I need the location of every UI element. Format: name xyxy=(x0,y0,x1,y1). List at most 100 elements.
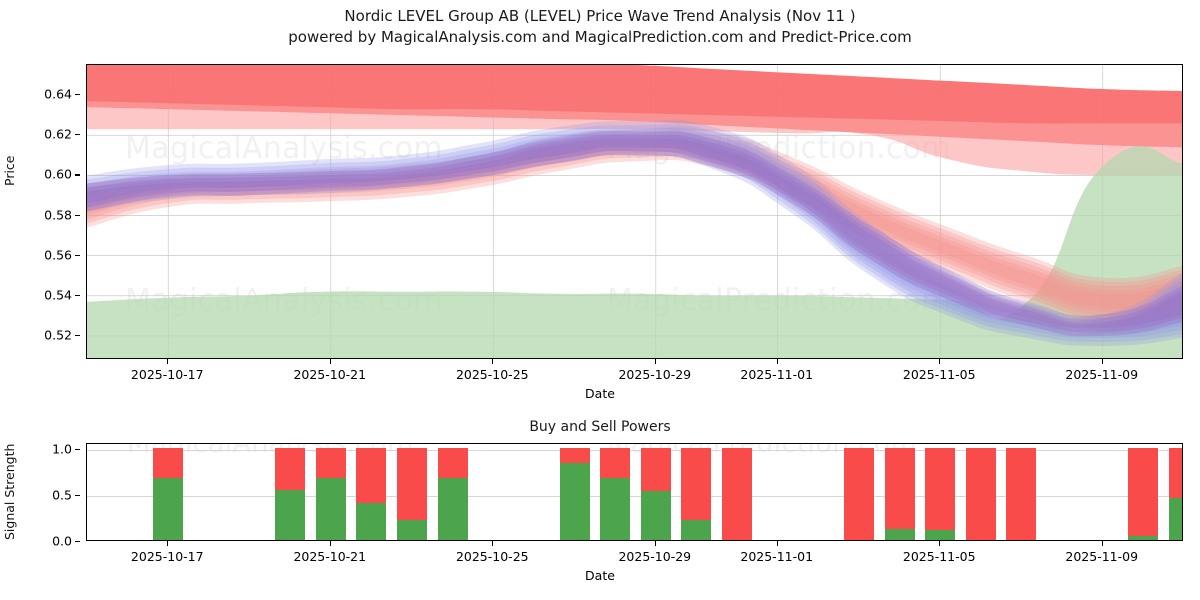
price-x-tick-mark xyxy=(167,359,169,364)
signal-y-tick-label: 1.0 xyxy=(52,441,72,457)
price-x-tick-label: 2025-10-25 xyxy=(455,367,529,382)
signal-x-tick-label: 2025-10-21 xyxy=(293,549,367,564)
signal-x-tick-mark xyxy=(329,541,331,546)
price-x-tick-mark xyxy=(1101,359,1103,364)
sell-power-segment xyxy=(843,447,874,540)
buy-power-segment xyxy=(356,503,387,540)
signal-bars-container xyxy=(87,444,1182,540)
signal-bar[interactable] xyxy=(275,447,306,540)
sell-power-segment xyxy=(356,447,387,504)
signal-x-tick-mark xyxy=(492,541,494,546)
buy-power-segment xyxy=(925,529,956,540)
buy-power-segment xyxy=(884,528,915,540)
signal-chart-title: Buy and Sell Powers xyxy=(529,419,671,435)
signal-bar[interactable] xyxy=(153,447,184,540)
signal-y-tick-mark xyxy=(75,541,80,543)
signal-x-tick-mark xyxy=(939,541,941,546)
price-bands-svg-container xyxy=(87,65,1182,358)
price-x-ticks: 2025-10-17 2025-10-21 2025-10-25 2025-10-29… xyxy=(86,359,1183,382)
sell-power-segment xyxy=(397,447,428,520)
signal-y-tick-label: 0.0 xyxy=(52,533,72,549)
band-price-wave-purple-band xyxy=(87,130,1182,337)
signal-bar[interactable] xyxy=(965,447,996,540)
price-y-tick-label: 0.58 xyxy=(44,207,72,222)
price-x-tick-mark xyxy=(939,359,941,364)
signal-x-tick-mark xyxy=(776,541,778,546)
signal-bar[interactable] xyxy=(843,447,874,540)
signal-bar[interactable] xyxy=(1169,447,1182,540)
sell-power-segment xyxy=(1169,447,1182,499)
price-y-tick-mark xyxy=(75,214,80,216)
signal-bar[interactable] xyxy=(722,447,753,540)
page-title: Nordic LEVEL Group AB (LEVEL) Price Wave… xyxy=(0,6,1200,48)
signal-x-axis-title: Date xyxy=(585,568,615,583)
price-x-tick-label: 2025-10-17 xyxy=(130,367,204,382)
sell-power-segment xyxy=(640,447,671,491)
buy-power-segment xyxy=(640,491,671,540)
sell-power-segment xyxy=(722,447,753,540)
sell-power-segment xyxy=(559,447,590,464)
buy-power-segment xyxy=(397,519,428,540)
price-y-tick-label: 0.54 xyxy=(44,287,72,303)
signal-x-tick-label: 2025-10-29 xyxy=(618,549,692,564)
signal-bar[interactable] xyxy=(559,447,590,540)
sell-power-segment xyxy=(315,447,346,479)
buy-power-segment xyxy=(315,478,346,540)
price-bands-svg xyxy=(87,65,1182,358)
price-x-tick-label: 2025-10-29 xyxy=(618,367,692,382)
price-y-tick-label: 0.64 xyxy=(44,86,72,102)
signal-bar[interactable] xyxy=(1128,447,1159,540)
signal-bar[interactable] xyxy=(925,447,956,540)
signal-bar[interactable] xyxy=(356,447,387,540)
signal-x-tick-mark xyxy=(167,541,169,546)
signal-x-tick-label: 2025-11-09 xyxy=(1065,549,1139,564)
signal-y-tick-label: 0.5 xyxy=(52,487,72,503)
signal-axis-label: Signal Strength xyxy=(2,443,17,540)
signal-bar[interactable] xyxy=(600,447,631,540)
signal-x-tick-label: 2025-11-05 xyxy=(902,549,976,564)
signal-x-tick-label: 2025-10-25 xyxy=(455,549,529,564)
price-y-tick-mark xyxy=(75,294,80,296)
price-x-axis-title: Date xyxy=(585,386,615,401)
signal-y-tick-mark xyxy=(75,448,80,450)
price-y-tick-mark xyxy=(75,254,80,256)
signal-bar[interactable] xyxy=(681,447,712,540)
price-x-tick-label: 2025-11-01 xyxy=(740,367,814,382)
signal-bar[interactable] xyxy=(437,447,468,540)
signal-bar[interactable] xyxy=(640,447,671,540)
signal-x-tick-label: 2025-11-01 xyxy=(740,549,814,564)
price-y-tick-label: 0.62 xyxy=(44,126,72,142)
price-y-tick-mark xyxy=(75,134,80,136)
price-x-tick-mark xyxy=(329,359,331,364)
buy-power-segment xyxy=(600,478,631,540)
price-x-tick-mark xyxy=(492,359,494,364)
sell-power-segment xyxy=(1006,447,1037,540)
price-y-tick-mark xyxy=(75,334,80,337)
sell-power-segment xyxy=(600,447,631,479)
sell-power-segment xyxy=(884,447,915,529)
signal-bar[interactable] xyxy=(397,447,428,540)
sell-power-segment xyxy=(275,447,306,491)
sell-power-segment xyxy=(681,447,712,520)
buy-power-segment xyxy=(1169,498,1182,540)
signal-bar[interactable] xyxy=(315,447,346,540)
signal-chart-plot-area: MagicalAnalysis.com MagicalPrediction.co… xyxy=(86,443,1183,541)
sell-power-segment xyxy=(925,447,956,530)
buy-power-segment xyxy=(681,519,712,540)
price-x-tick-label: 2025-11-05 xyxy=(902,367,976,382)
signal-bar[interactable] xyxy=(1006,447,1037,540)
price-axis-label: Price xyxy=(2,155,17,187)
sell-power-segment xyxy=(437,447,468,479)
sell-power-segment xyxy=(153,447,184,479)
signal-x-ticks: 2025-10-17 2025-10-21 2025-10-25 2025-10-29… xyxy=(86,541,1183,564)
signal-y-ticks: 0.0 0.5 1.0 xyxy=(18,441,80,549)
signal-bar[interactable] xyxy=(884,447,915,540)
price-y-ticks: 0.52 0.54 0.56 0.58 0.60 0.62 0.64 xyxy=(18,64,80,359)
signal-gridlines xyxy=(87,444,1182,540)
buy-power-segment xyxy=(275,490,306,540)
buy-power-segment xyxy=(1128,536,1159,540)
buy-power-segment xyxy=(559,463,590,540)
signal-x-tick-mark xyxy=(1101,541,1103,546)
sell-power-segment xyxy=(1128,447,1159,537)
